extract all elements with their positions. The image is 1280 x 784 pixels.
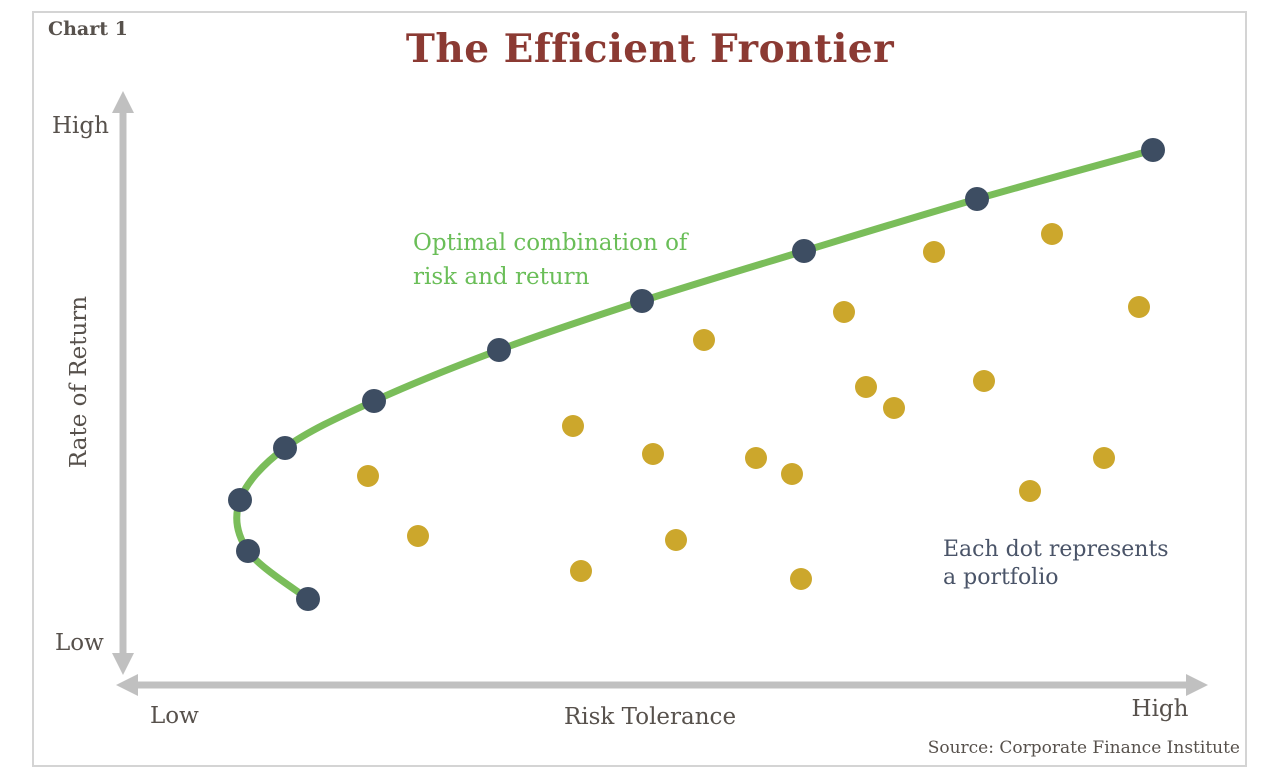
portfolio-annotation-line1: Each dot represents — [943, 537, 1169, 562]
frontier-annotation: Optimal combination of risk and return — [413, 226, 687, 294]
frontier-dot — [273, 436, 297, 460]
chart-border-box — [32, 11, 1247, 767]
frontier-annotation-line2: risk and return — [413, 264, 590, 290]
portfolio-annotation: Each dot represents a portfolio — [943, 536, 1169, 592]
portfolio-dot — [1093, 447, 1115, 469]
portfolio-dot — [923, 241, 945, 263]
y-axis-label: Rate of Return — [66, 295, 92, 469]
portfolio-dot — [855, 376, 877, 398]
portfolio-dot — [1128, 296, 1150, 318]
portfolio-dot — [407, 525, 429, 547]
y-axis-tick-low: Low — [55, 630, 104, 656]
frontier-dot — [236, 539, 260, 563]
portfolio-annotation-line2: a portfolio — [943, 565, 1059, 590]
efficient-frontier-curve — [233, 146, 1157, 603]
portfolio-dot — [642, 443, 664, 465]
frontier-dot — [1141, 138, 1165, 162]
frontier-dot — [296, 587, 320, 611]
portfolio-dot — [1041, 223, 1063, 245]
frontier-dot — [362, 389, 386, 413]
y-axis-tick-high: High — [52, 113, 109, 139]
portfolio-dot — [781, 463, 803, 485]
frontier-dot — [487, 338, 511, 362]
frontier-dot — [630, 289, 654, 313]
x-axis-tick-low: Low — [150, 703, 199, 729]
y-axis-arrow-head-bottom — [112, 653, 134, 675]
portfolio-dot — [1019, 480, 1041, 502]
frontier-dot — [792, 239, 816, 263]
frontier-annotation-line1: Optimal combination of — [413, 230, 688, 256]
portfolio-dot — [665, 529, 687, 551]
frontier-dot — [228, 488, 252, 512]
x-axis-arrow-head-left — [116, 674, 138, 696]
portfolio-dot — [357, 465, 379, 487]
portfolio-dot — [973, 370, 995, 392]
frontier-dot — [965, 187, 989, 211]
portfolio-dot — [790, 568, 812, 590]
page-title: The Efficient Frontier — [405, 26, 895, 72]
x-axis-tick-high: High — [1131, 696, 1189, 722]
portfolio-dot — [562, 415, 584, 437]
source-credit: Source: Corporate Finance Institute — [927, 738, 1240, 758]
portfolio-dot — [693, 329, 715, 351]
portfolio-dot — [833, 301, 855, 323]
y-axis-arrow-head-top — [112, 91, 134, 113]
portfolio-dot — [570, 560, 592, 582]
x-axis-label: Risk Tolerance — [563, 704, 737, 730]
portfolio-dot — [745, 447, 767, 469]
chart-number-label: Chart 1 — [48, 18, 128, 40]
x-axis-arrow-head-right — [1186, 674, 1208, 696]
portfolio-dot — [883, 397, 905, 419]
